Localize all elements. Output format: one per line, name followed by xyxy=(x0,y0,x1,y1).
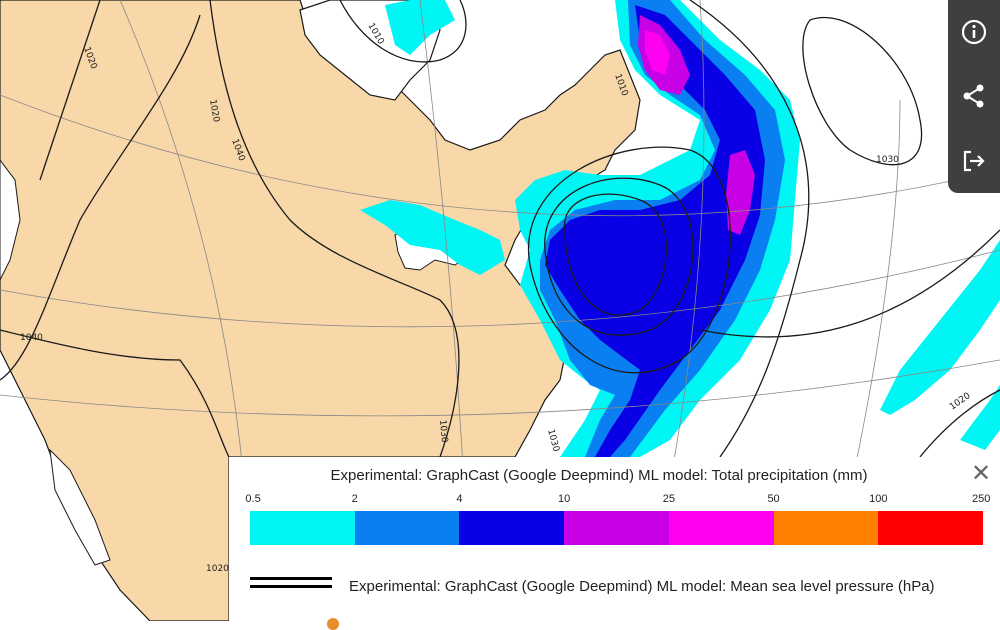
isobar-1030-west xyxy=(0,329,230,458)
share-button[interactable] xyxy=(954,76,994,116)
scale-tick-label: 50 xyxy=(767,493,780,505)
scale-swatch-2 xyxy=(459,511,565,545)
precip-color-scale xyxy=(250,511,984,545)
scale-swatch-0 xyxy=(250,511,355,545)
precip-core-mag xyxy=(645,30,670,75)
scale-tick-label: 250 xyxy=(971,493,991,505)
scale-swatch-5 xyxy=(773,511,879,545)
scale-tick-label: 100 xyxy=(869,493,888,505)
isobar-low-ring-2 xyxy=(544,177,694,336)
precip-band-east2 xyxy=(960,385,1000,450)
scale-tick-label: 2 xyxy=(351,493,358,505)
mslp-legend-swatch xyxy=(250,577,332,593)
isobar-high-1040b xyxy=(0,14,201,381)
scale-tick-label: 25 xyxy=(662,493,675,505)
isobar-arc-east xyxy=(689,0,810,458)
info-button[interactable] xyxy=(954,12,994,52)
close-icon[interactable]: ✕ xyxy=(970,460,992,487)
precip-north xyxy=(385,0,455,55)
isobar-1020-west xyxy=(39,0,101,181)
isobar-label-10: 1020 xyxy=(206,564,229,574)
isobar-label-4: 1030 xyxy=(437,419,449,443)
isobar-high-atlantic xyxy=(802,17,923,166)
isobar-low-ring-3 xyxy=(527,146,731,374)
legend-title: Experimental: GraphCast (Google Deepmind… xyxy=(330,467,868,484)
scale-swatch-3 xyxy=(564,511,669,545)
isobars xyxy=(0,0,1000,458)
scale-swatch-4 xyxy=(668,511,774,545)
export-icon xyxy=(963,150,985,171)
precip-scale-labels: 0.5 2 4 10 25 50 100 250 xyxy=(245,493,990,507)
marker-dot xyxy=(327,618,339,630)
legend-panel: Experimental: GraphCast (Google Deepmind… xyxy=(229,457,1000,630)
precip-band-heavy xyxy=(545,5,765,457)
isobar-high-1040 xyxy=(209,0,460,458)
isobar-label-3: 1040 xyxy=(20,333,43,343)
isobar-arc-far xyxy=(699,229,1000,338)
info-circle-icon xyxy=(961,20,987,45)
scale-swatch-6 xyxy=(878,511,984,545)
scale-tick-label: 4 xyxy=(456,493,463,505)
gulf-of-california xyxy=(49,448,111,566)
precipitation-field xyxy=(360,0,1000,457)
precip-lakes xyxy=(360,200,505,275)
isobar-label-11: 1020 xyxy=(207,99,221,124)
isobar-north xyxy=(339,0,467,63)
isobar-arc-south xyxy=(919,389,1000,458)
mslp-legend-label: Experimental: GraphCast (Google Deepmind… xyxy=(349,578,935,595)
precip-band-east xyxy=(880,240,1000,415)
share-icon xyxy=(963,84,984,108)
scale-swatch-1 xyxy=(354,511,460,545)
scale-tick-label: 0.5 xyxy=(245,493,261,505)
isobar-low-ring-1 xyxy=(564,193,668,316)
precip-core-east xyxy=(726,150,755,235)
west-coast-water xyxy=(0,159,21,281)
isobar-label-7: 1030 xyxy=(876,155,899,165)
scale-tick-label: 10 xyxy=(558,493,571,505)
map-toolbar xyxy=(948,0,1000,193)
export-button[interactable] xyxy=(954,141,994,181)
